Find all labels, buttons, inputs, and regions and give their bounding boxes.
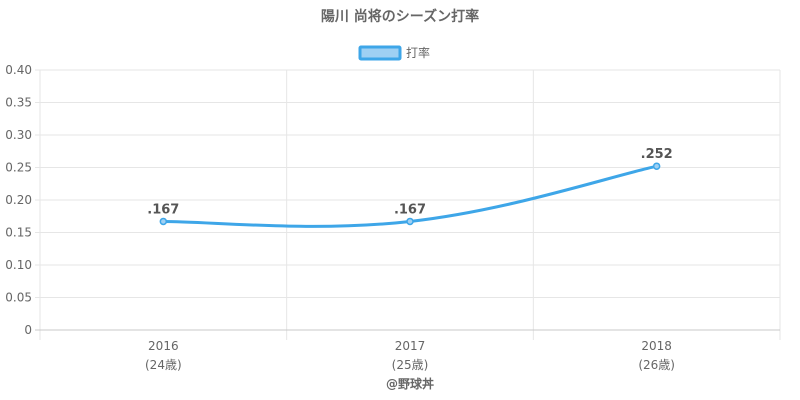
- data-point: [652, 162, 661, 170]
- credit-text: @野球丼: [386, 376, 434, 391]
- axes: 0 0.05 0.10 0.15 0.20 0.25 0.30 0.35 0.40 2016 (24…: [5, 63, 780, 372]
- grid: [35, 69, 781, 340]
- series-batting-average: [159, 162, 661, 228]
- chart-title: 陽川 尚将のシーズン打率: [321, 8, 479, 25]
- data-labels: .167 .167 .252: [147, 147, 672, 217]
- x-tick-label: 2017: [395, 339, 426, 353]
- y-tick-label: 0.25: [5, 161, 32, 175]
- y-tick-label: 0.15: [5, 226, 32, 240]
- data-point: [406, 217, 414, 226]
- y-tick-label: 0.10: [5, 258, 32, 272]
- legend-label: 打率: [406, 45, 430, 60]
- y-tick-label: 0: [24, 323, 32, 337]
- y-tick-label: 0.30: [5, 128, 32, 142]
- x-tick-label: 2018: [641, 339, 672, 353]
- data-value-label: .252: [641, 147, 673, 162]
- data-point: [159, 217, 168, 226]
- data-value-label: .167: [147, 202, 179, 217]
- y-tick-label: 0.20: [5, 193, 32, 207]
- x-tick-sublabel: (26歳): [638, 358, 675, 372]
- x-tick-sublabel: (25歳): [392, 358, 429, 372]
- x-tick-sublabel: (24歳): [145, 358, 182, 372]
- y-tick-label: 0.35: [5, 96, 32, 110]
- y-tick-label: 0.40: [5, 63, 32, 77]
- legend-swatch: [358, 45, 402, 61]
- legend[interactable]: 打率: [358, 45, 430, 61]
- data-value-label: .167: [394, 202, 426, 217]
- x-tick-label: 2016: [148, 339, 179, 353]
- y-tick-label: 0.05: [5, 291, 32, 305]
